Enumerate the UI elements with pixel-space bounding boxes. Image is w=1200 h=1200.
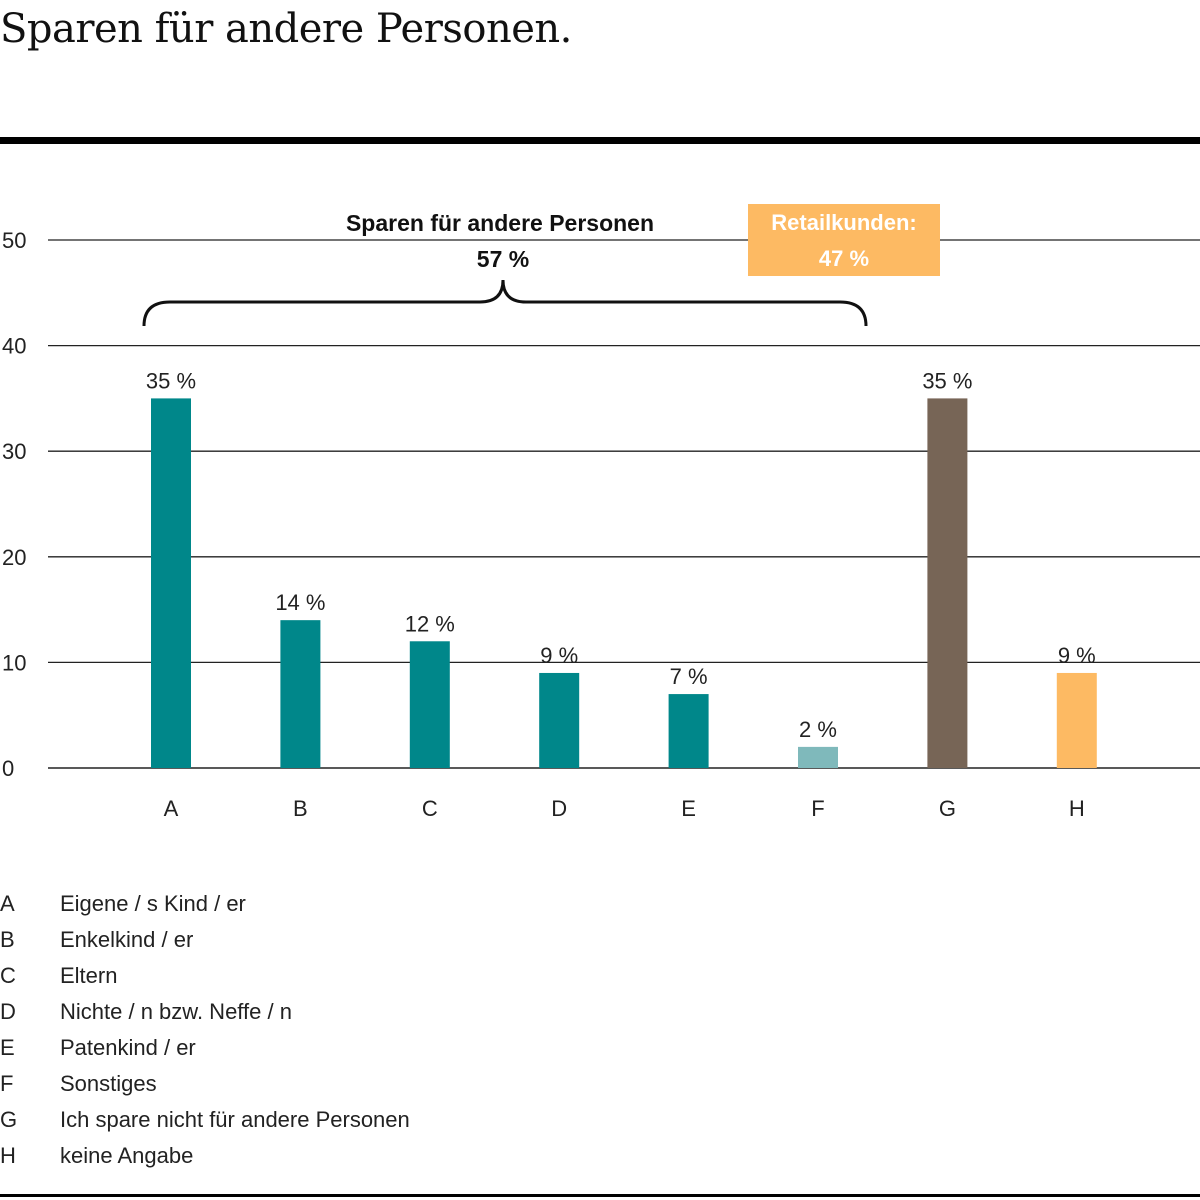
page-title: Sparen für andere Personen. xyxy=(0,6,572,52)
bracket-shape xyxy=(142,279,868,327)
bracket-annotation: Sparen für andere Personen 57 % xyxy=(142,210,868,327)
retail-box-value: 47 % xyxy=(819,246,869,271)
bar-chart: 0 10 20 30 40 50 Sparen für andere Personen 5… xyxy=(2,204,1200,821)
bracket-label: Sparen für andere Personen xyxy=(346,210,654,236)
legend-item: C Eltern xyxy=(0,958,410,994)
legend-item: G Ich spare nicht für andere Personen xyxy=(0,1102,410,1138)
legend-text: Patenkind / er xyxy=(60,1035,196,1060)
legend-key: C xyxy=(0,963,16,988)
x-tick-label-d: D xyxy=(551,796,567,821)
legend-key: F xyxy=(0,1071,14,1096)
x-tick-label-g: G xyxy=(939,796,956,821)
legend-key: A xyxy=(0,891,15,916)
value-label-e: 7 % xyxy=(670,664,708,689)
legend-text: Eltern xyxy=(60,963,118,988)
bottom-rule xyxy=(0,1194,1200,1197)
bar-a xyxy=(151,398,191,768)
y-tick-label: 10 xyxy=(2,650,26,675)
value-label-c: 12 % xyxy=(405,611,455,636)
retail-box-label: Retailkunden: xyxy=(771,210,916,235)
bar-h xyxy=(1056,672,1097,768)
value-label-g: 35 % xyxy=(922,368,972,393)
bars xyxy=(151,398,1097,768)
value-label-d: 9 % xyxy=(540,643,578,668)
bar-d xyxy=(539,672,580,768)
x-tick-label-a: A xyxy=(164,796,179,821)
value-label-f: 2 % xyxy=(799,717,837,742)
value-label-a: 35 % xyxy=(146,368,196,393)
x-tick-label-h: H xyxy=(1069,796,1085,821)
legend-key: E xyxy=(0,1035,15,1060)
value-label-b: 14 % xyxy=(275,590,325,615)
legend-text: keine Angabe xyxy=(60,1143,194,1168)
legend-item: A Eigene / s Kind / er xyxy=(0,886,410,922)
legend-text: Ich spare nicht für andere Personen xyxy=(60,1107,410,1132)
retail-box-background xyxy=(748,204,940,276)
legend-item: B Enkelkind / er xyxy=(0,922,410,958)
legend-text: Enkelkind / er xyxy=(60,927,194,952)
legend-text: Sonstiges xyxy=(60,1071,157,1096)
legend-key: D xyxy=(0,999,16,1024)
bar-e xyxy=(668,694,709,768)
y-tick-label: 0 xyxy=(2,756,14,781)
y-tick-label: 40 xyxy=(2,334,26,359)
y-tick-label: 50 xyxy=(2,228,26,253)
value-label-h: 9 % xyxy=(1058,643,1096,668)
legend-item: E Patenkind / er xyxy=(0,1030,410,1066)
bar-f xyxy=(798,746,838,768)
retail-box: Retailkunden: 47 % xyxy=(748,204,940,276)
y-tick-label: 30 xyxy=(2,439,26,464)
y-tick-label: 20 xyxy=(2,545,26,570)
legend-key: G xyxy=(0,1107,18,1132)
legend: A Eigene / s Kind / er B Enkelkind / er C Elt… xyxy=(0,886,410,1174)
y-axis-ticks: 0 10 20 30 40 50 xyxy=(2,228,26,781)
x-tick-label-f: F xyxy=(811,796,824,821)
legend-item: D Nichte / n bzw. Neffe / n xyxy=(0,994,410,1030)
x-tick-label-b: B xyxy=(293,796,308,821)
x-axis-ticks: A B C D E F G H xyxy=(164,796,1085,821)
legend-key: H xyxy=(0,1143,16,1168)
bracket-value: 57 % xyxy=(477,246,529,272)
bar-g xyxy=(927,398,968,768)
grid-lines xyxy=(48,239,1200,769)
legend-text: Nichte / n bzw. Neffe / n xyxy=(60,999,292,1024)
legend-item: F Sonstiges xyxy=(0,1066,410,1102)
legend-key: B xyxy=(0,927,15,952)
x-tick-label-c: C xyxy=(422,796,438,821)
bar-c xyxy=(409,641,450,768)
bar-b xyxy=(280,620,321,768)
value-labels: 35 % 14 % 12 % 9 % 7 % 2 % 35 % 9 % xyxy=(146,368,1096,741)
top-rule xyxy=(0,137,1200,144)
x-tick-label-e: E xyxy=(681,796,696,821)
legend-text: Eigene / s Kind / er xyxy=(60,891,246,916)
